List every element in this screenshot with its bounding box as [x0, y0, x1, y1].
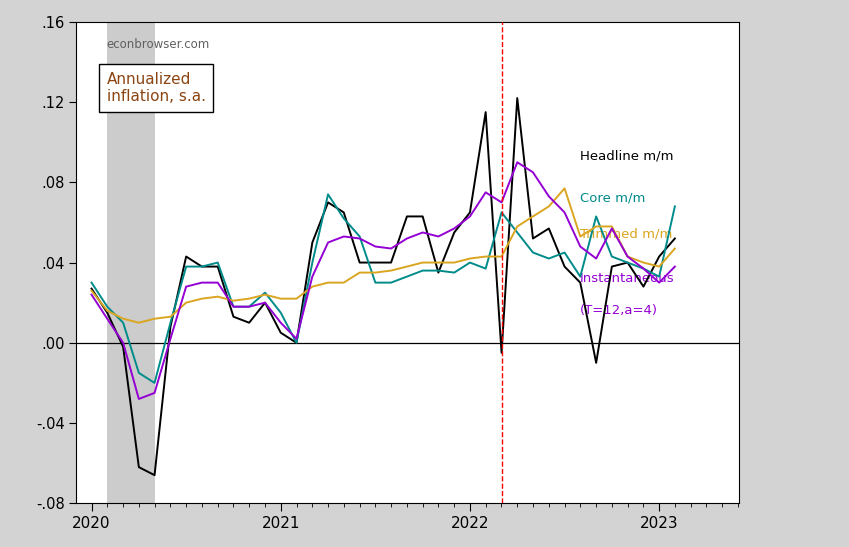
- Bar: [107, 22, 155, 503]
- Text: Trimmed m/m: Trimmed m/m: [580, 228, 672, 241]
- Text: Instantaneous: Instantaneous: [580, 272, 674, 285]
- Text: Headline m/m: Headline m/m: [580, 150, 673, 163]
- Text: (T=12,a=4): (T=12,a=4): [580, 304, 658, 317]
- Text: Core m/m: Core m/m: [580, 192, 645, 205]
- Text: econbrowser.com: econbrowser.com: [107, 38, 210, 51]
- Text: Annualized
inflation, s.a.: Annualized inflation, s.a.: [107, 72, 205, 104]
